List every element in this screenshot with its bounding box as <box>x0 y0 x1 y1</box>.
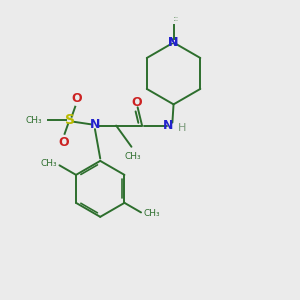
Text: CH₃: CH₃ <box>143 209 160 218</box>
Text: methyl: methyl <box>171 21 176 22</box>
Text: O: O <box>71 92 82 105</box>
Text: H: H <box>178 123 187 133</box>
Text: methyl: methyl <box>174 17 179 18</box>
Text: N: N <box>164 119 174 132</box>
Text: methyl: methyl <box>174 20 178 21</box>
Text: CH₃: CH₃ <box>26 116 42 125</box>
Text: methyl: methyl <box>171 21 176 22</box>
Text: O: O <box>58 136 69 148</box>
Text: CH₃: CH₃ <box>40 159 57 168</box>
Text: CH₃: CH₃ <box>124 152 141 161</box>
Text: S: S <box>65 113 75 127</box>
FancyBboxPatch shape <box>159 13 188 43</box>
Text: N: N <box>168 36 179 49</box>
Text: N: N <box>168 36 179 49</box>
Text: O: O <box>132 95 142 109</box>
Text: methyl: methyl <box>174 20 178 21</box>
Text: methyl: methyl <box>174 18 179 19</box>
Text: N: N <box>90 118 100 131</box>
